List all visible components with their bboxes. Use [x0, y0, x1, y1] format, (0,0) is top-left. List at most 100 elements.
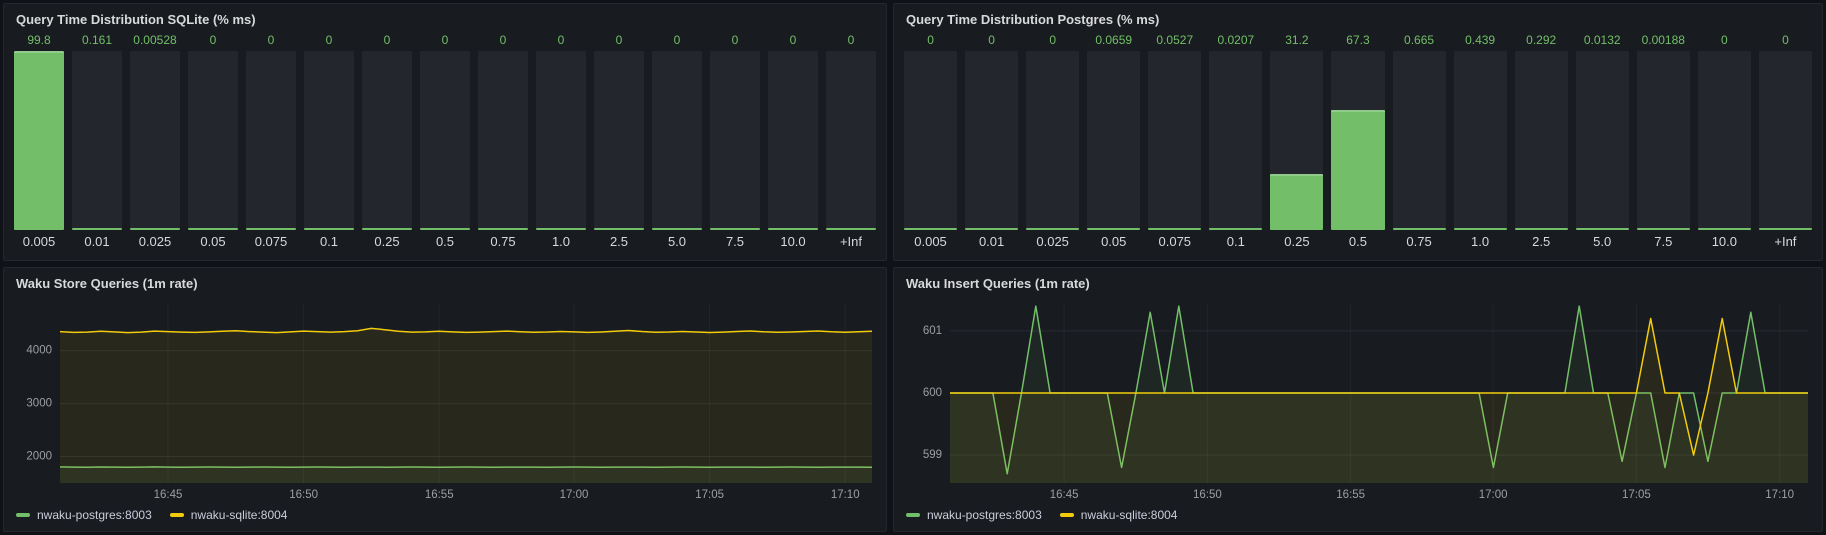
bar-column-0.1: 0 0.1	[304, 33, 354, 252]
legend-item-nwaku-sqlite:8004[interactable]: nwaku-sqlite:8004	[1059, 508, 1178, 522]
bar-track[interactable]	[304, 51, 354, 230]
bar-track[interactable]	[14, 51, 64, 230]
bar-track[interactable]	[904, 51, 958, 230]
panel-title-insert-queries[interactable]: Waku Insert Queries (1m rate)	[906, 276, 1090, 291]
bar-track[interactable]	[1636, 51, 1690, 230]
bar-track[interactable]	[1697, 51, 1751, 230]
bar-track[interactable]	[130, 51, 180, 230]
bar-fill	[904, 228, 958, 230]
panel-title-store-queries[interactable]: Waku Store Queries (1m rate)	[16, 276, 198, 291]
bar-track[interactable]	[1148, 51, 1202, 230]
bar-category-label: +Inf	[839, 234, 863, 249]
bar-column-1.0: 0.439 1.0	[1453, 33, 1507, 252]
bar-track[interactable]	[1026, 51, 1080, 230]
bar-value-label: 0.0527	[1156, 33, 1194, 47]
bar-category-label: 0.05	[200, 234, 226, 249]
bar-column-10.0: 0 10.0	[1697, 33, 1751, 252]
bar-value-label: 0	[1782, 33, 1789, 47]
bar-track[interactable]	[1575, 51, 1629, 230]
bar-fill	[1148, 228, 1202, 230]
bar-track[interactable]	[710, 51, 760, 230]
bar-fill	[652, 228, 702, 230]
timeseries-store-queries: 2000 3000 4000 16:45 16:50 16:55 17:00 17:05 17:…	[4, 295, 886, 505]
bar-value-label: 0.0207	[1217, 33, 1255, 47]
panel-title-query-dist-sqlite[interactable]: Query Time Distribution SQLite (% ms)	[16, 12, 256, 27]
bar-track[interactable]	[1453, 51, 1507, 230]
bar-track[interactable]	[1270, 51, 1324, 230]
axis-tick-label: 17:05	[1622, 489, 1651, 501]
bar-column-0.025: 0 0.025	[1026, 33, 1080, 252]
bar-track[interactable]	[362, 51, 412, 230]
bar-track[interactable]	[246, 51, 296, 230]
bar-track[interactable]	[478, 51, 528, 230]
bar-track[interactable]	[768, 51, 818, 230]
bar-track[interactable]	[826, 51, 876, 230]
bar-column-0.25: 31.2 0.25	[1270, 33, 1324, 252]
bar-track[interactable]	[1209, 51, 1263, 230]
bar-category-label: 0.005	[22, 234, 56, 249]
bar-track[interactable]	[536, 51, 586, 230]
bar-fill	[304, 228, 354, 230]
bar-track[interactable]	[1392, 51, 1446, 230]
bar-track[interactable]	[420, 51, 470, 230]
bar-column-0.5: 67.3 0.5	[1331, 33, 1385, 252]
axis-tick-label: 17:00	[1479, 489, 1508, 501]
bar-fill	[130, 228, 180, 230]
bar-fill	[768, 228, 818, 230]
bar-track[interactable]	[652, 51, 702, 230]
bar-value-label: 67.3	[1346, 33, 1370, 47]
legend-item-nwaku-postgres:8003[interactable]: nwaku-postgres:8003	[906, 508, 1042, 522]
bar-value-label: 0	[673, 33, 681, 47]
axis-tick-label: 17:10	[831, 489, 860, 501]
series-fill-nwaku-postgres:8003	[950, 306, 1808, 483]
bar-track[interactable]	[1087, 51, 1141, 230]
bar-category-label: 0.75	[490, 234, 516, 249]
legend-label: nwaku-sqlite:8004	[1080, 508, 1178, 522]
bar-category-label: 5.0	[1593, 234, 1612, 249]
bar-fill	[710, 228, 760, 230]
bar-column-0.75: 0 0.75	[478, 33, 528, 252]
bar-gauge-sqlite: 99.8 0.005 0.161 0.01 0.00528 0.025 0 0.05 0 0.07…	[4, 31, 886, 260]
panel-query-dist-sqlite: Query Time Distribution SQLite (% ms) 99…	[3, 3, 887, 261]
bar-track[interactable]	[1331, 51, 1385, 230]
bar-column-7.5: 0 7.5	[710, 33, 760, 252]
series-line-nwaku-sqlite:8004	[59, 327, 873, 334]
bar-fill	[594, 228, 644, 230]
legend-swatch	[16, 513, 30, 517]
axis-tick-label: 599	[923, 449, 942, 461]
bar-track[interactable]	[594, 51, 644, 230]
bar-column-5.0: 0 5.0	[652, 33, 702, 252]
bar-track[interactable]	[1514, 51, 1568, 230]
timeseries-plot[interactable]: 2000 3000 4000 16:45 16:50 16:55 17:00 17:05 17:…	[4, 295, 886, 505]
bar-category-label: 10.0	[780, 234, 806, 249]
bar-track[interactable]	[72, 51, 122, 230]
legend-item-nwaku-sqlite:8004[interactable]: nwaku-sqlite:8004	[169, 508, 288, 522]
legend-item-nwaku-postgres:8003[interactable]: nwaku-postgres:8003	[16, 508, 152, 522]
bar-track[interactable]	[965, 51, 1019, 230]
bar-column-0.025: 0.00528 0.025	[130, 33, 180, 252]
legend-label: nwaku-postgres:8003	[37, 508, 152, 522]
bar-gauge-postgres: 0 0.005 0 0.01 0 0.025 0.0659 0.05 0.0527 0.075 0.…	[894, 31, 1822, 260]
timeseries-plot[interactable]: 599 600 601 16:45 16:50 16:55 17:00 17:05 17:10	[894, 295, 1822, 505]
legend-insert-queries: nwaku-postgres:8003 nwaku-sqlite:8004	[894, 505, 1822, 531]
panel-title-query-dist-postgres[interactable]: Query Time Distribution Postgres (% ms)	[906, 12, 1160, 27]
panel-query-dist-postgres: Query Time Distribution Postgres (% ms) …	[893, 3, 1823, 261]
series-fill-nwaku-sqlite:8004	[60, 328, 872, 483]
bar-column-0.75: 0.665 0.75	[1392, 33, 1446, 252]
axis-tick-label: 17:00	[560, 489, 589, 501]
bar-fill	[536, 228, 586, 230]
bar-value-label: 0	[557, 33, 565, 47]
bar-fill	[478, 228, 528, 230]
legend-label: nwaku-postgres:8003	[927, 508, 1042, 522]
axis-tick-label: 600	[923, 387, 942, 399]
bar-track[interactable]	[188, 51, 238, 230]
bar-category-label: 0.25	[374, 234, 400, 249]
bar-category-label: 0.5	[1348, 234, 1367, 249]
bar-value-label: 0	[1049, 33, 1056, 47]
legend-label: nwaku-sqlite:8004	[190, 508, 288, 522]
bar-track[interactable]	[1758, 51, 1812, 230]
axis-tick-label: 16:55	[1336, 489, 1365, 501]
bar-category-label: 0.25	[1284, 234, 1310, 249]
bar-value-label: 0.292	[1526, 33, 1557, 47]
